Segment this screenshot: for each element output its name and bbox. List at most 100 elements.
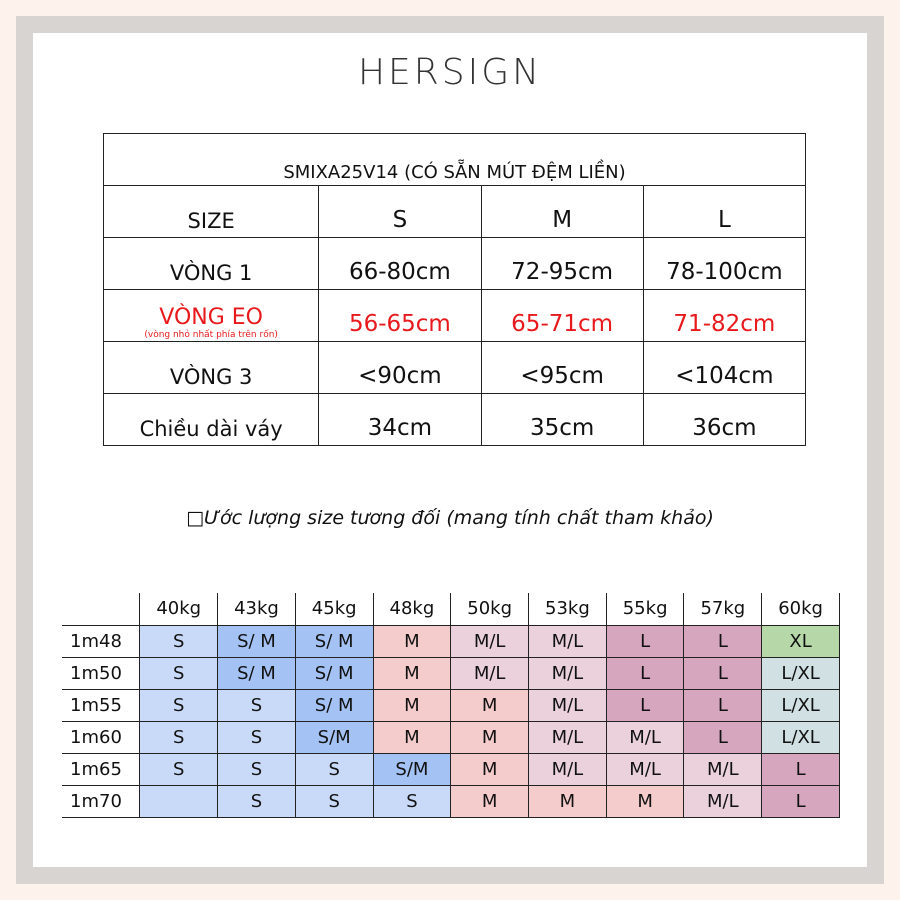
size-cell: L/XL bbox=[761, 720, 840, 754]
size-header: SIZE bbox=[102, 185, 320, 238]
size-cell: L/XL bbox=[761, 688, 840, 722]
size-cell: S bbox=[294, 752, 374, 786]
size-cell: L bbox=[605, 624, 685, 658]
size-l-header: L bbox=[642, 185, 807, 238]
size-cell: M/L bbox=[605, 752, 685, 786]
weight-header: 48kg bbox=[372, 593, 452, 626]
measurement-value: 71-82cm bbox=[642, 289, 807, 342]
table-row: 1m60 S S S/M M M M/L M/L L L/XL bbox=[62, 720, 840, 754]
weight-header: 57kg bbox=[683, 593, 763, 626]
measurement-value: 72-95cm bbox=[480, 237, 644, 290]
size-cell: M/L bbox=[528, 752, 607, 786]
brand-logo: HERSIGN bbox=[357, 52, 543, 93]
size-cell: L/XL bbox=[761, 656, 840, 690]
header-row: SIZE S M L bbox=[102, 185, 807, 238]
table-row: 1m55 S S S/ M M M M/L L L L/XL bbox=[62, 688, 840, 722]
measurement-value: 66-80cm bbox=[318, 237, 482, 290]
measurement-label: VÒNG 1 bbox=[102, 237, 320, 290]
label-text: VÒNG 1 bbox=[169, 261, 253, 285]
size-cell: M bbox=[450, 784, 530, 818]
size-cell: S bbox=[217, 720, 296, 754]
size-cell: S bbox=[139, 656, 219, 690]
measurement-value: 56-65cm bbox=[318, 289, 482, 342]
size-s-header: S bbox=[318, 185, 482, 238]
size-cell: M bbox=[372, 656, 452, 690]
weight-header: 45kg bbox=[294, 593, 374, 626]
size-cell: M bbox=[528, 784, 607, 818]
size-cell: S bbox=[294, 784, 374, 818]
size-cell: S bbox=[139, 624, 219, 658]
size-cell: M bbox=[372, 624, 452, 658]
size-cell: L bbox=[761, 784, 840, 818]
size-cell: S bbox=[217, 784, 296, 818]
size-cell: L bbox=[683, 624, 763, 658]
weight-header: 50kg bbox=[450, 593, 530, 626]
size-cell: S bbox=[139, 688, 219, 722]
size-cell: M bbox=[372, 688, 452, 722]
table-row: 1m65 S S S S/M M M/L M/L M/L L bbox=[62, 752, 840, 786]
measurement-value: <104cm bbox=[642, 341, 807, 394]
table-row: 1m70 S S S M M M M/L L bbox=[62, 784, 840, 818]
size-cell: M bbox=[605, 784, 685, 818]
height-label: 1m70 bbox=[62, 784, 141, 818]
size-cell: M/L bbox=[528, 624, 607, 658]
spec-row: VÒNG 1 66-80cm 72-95cm 78-100cm bbox=[102, 237, 807, 290]
size-cell: L bbox=[683, 720, 763, 754]
size-cell: L bbox=[605, 688, 685, 722]
size-cell bbox=[139, 784, 219, 818]
corner-cell bbox=[62, 593, 141, 626]
measurement-label: Chiều dài váy bbox=[102, 393, 320, 446]
measurement-value: 35cm bbox=[480, 393, 644, 446]
size-cell: S/ M bbox=[217, 656, 296, 690]
label-text: VÒNG EO bbox=[159, 305, 263, 330]
table-row: 1m48 S S/ M S/ M M M/L M/L L L XL bbox=[62, 624, 840, 658]
size-cell: M/L bbox=[605, 720, 685, 754]
product-title: SMIXA25V14 (CÓ SẴN MÚT ĐỆM LIỀN) bbox=[103, 133, 806, 186]
measurement-note: (vòng nhỏ nhất phía trên rốn) bbox=[144, 330, 278, 340]
spec-row: VÒNG 3 <90cm <95cm <104cm bbox=[102, 341, 807, 394]
size-cell: M/L bbox=[683, 752, 763, 786]
size-cell: M/L bbox=[450, 656, 530, 690]
size-cell: M bbox=[450, 752, 530, 786]
size-cell: XL bbox=[761, 624, 840, 658]
size-cell: M bbox=[450, 688, 530, 722]
size-cell: M/L bbox=[450, 624, 530, 658]
spec-row: VÒNG EO (vòng nhỏ nhất phía trên rốn) 56-6… bbox=[102, 289, 807, 342]
measurement-value: <90cm bbox=[318, 341, 482, 394]
size-cell: S/ M bbox=[294, 656, 374, 690]
size-cell: S/M bbox=[294, 720, 374, 754]
height-label: 1m60 bbox=[62, 720, 141, 754]
size-cell: L bbox=[761, 752, 840, 786]
height-label: 1m48 bbox=[62, 624, 141, 658]
weight-header: 60kg bbox=[761, 593, 840, 626]
table-row: 1m50 S S/ M S/ M M M/L M/L L L L/XL bbox=[62, 656, 840, 690]
label-text: VÒNG 3 bbox=[169, 365, 253, 389]
label-text: Chiều dài váy bbox=[139, 417, 283, 441]
weight-header: 53kg bbox=[528, 593, 607, 626]
size-cell: S bbox=[372, 784, 452, 818]
size-m-header: M bbox=[480, 185, 644, 238]
estimate-note: □Ước lượng size tương đối (mang tính chấ… bbox=[186, 507, 714, 529]
measurement-value: <95cm bbox=[480, 341, 644, 394]
size-cell: S/ M bbox=[294, 688, 374, 722]
size-estimate-table: 40kg 43kg 45kg 48kg 50kg 53kg 55kg 57kg 60kg 1m4… bbox=[62, 593, 840, 818]
size-cell: M/L bbox=[528, 720, 607, 754]
spec-row: Chiều dài váy 34cm 35cm 36cm bbox=[102, 393, 807, 446]
size-cell: L bbox=[605, 656, 685, 690]
measurement-label: VÒNG 3 bbox=[102, 341, 320, 394]
measurement-value: 65-71cm bbox=[480, 289, 644, 342]
size-spec-table: SMIXA25V14 (CÓ SẴN MÚT ĐỆM LIỀN) SIZE S … bbox=[102, 133, 807, 446]
size-cell: S/M bbox=[372, 752, 452, 786]
size-cell: M/L bbox=[528, 656, 607, 690]
weight-header: 40kg bbox=[139, 593, 219, 626]
weight-header: 55kg bbox=[605, 593, 685, 626]
size-cell: S bbox=[217, 752, 296, 786]
size-cell: M/L bbox=[528, 688, 607, 722]
measurement-value: 36cm bbox=[642, 393, 807, 446]
measurement-label: VÒNG EO (vòng nhỏ nhất phía trên rốn) bbox=[102, 289, 320, 342]
measurement-value: 78-100cm bbox=[642, 237, 807, 290]
weight-header: 43kg bbox=[217, 593, 296, 626]
measurement-value: 34cm bbox=[318, 393, 482, 446]
size-cell: M bbox=[450, 720, 530, 754]
height-label: 1m50 bbox=[62, 656, 141, 690]
